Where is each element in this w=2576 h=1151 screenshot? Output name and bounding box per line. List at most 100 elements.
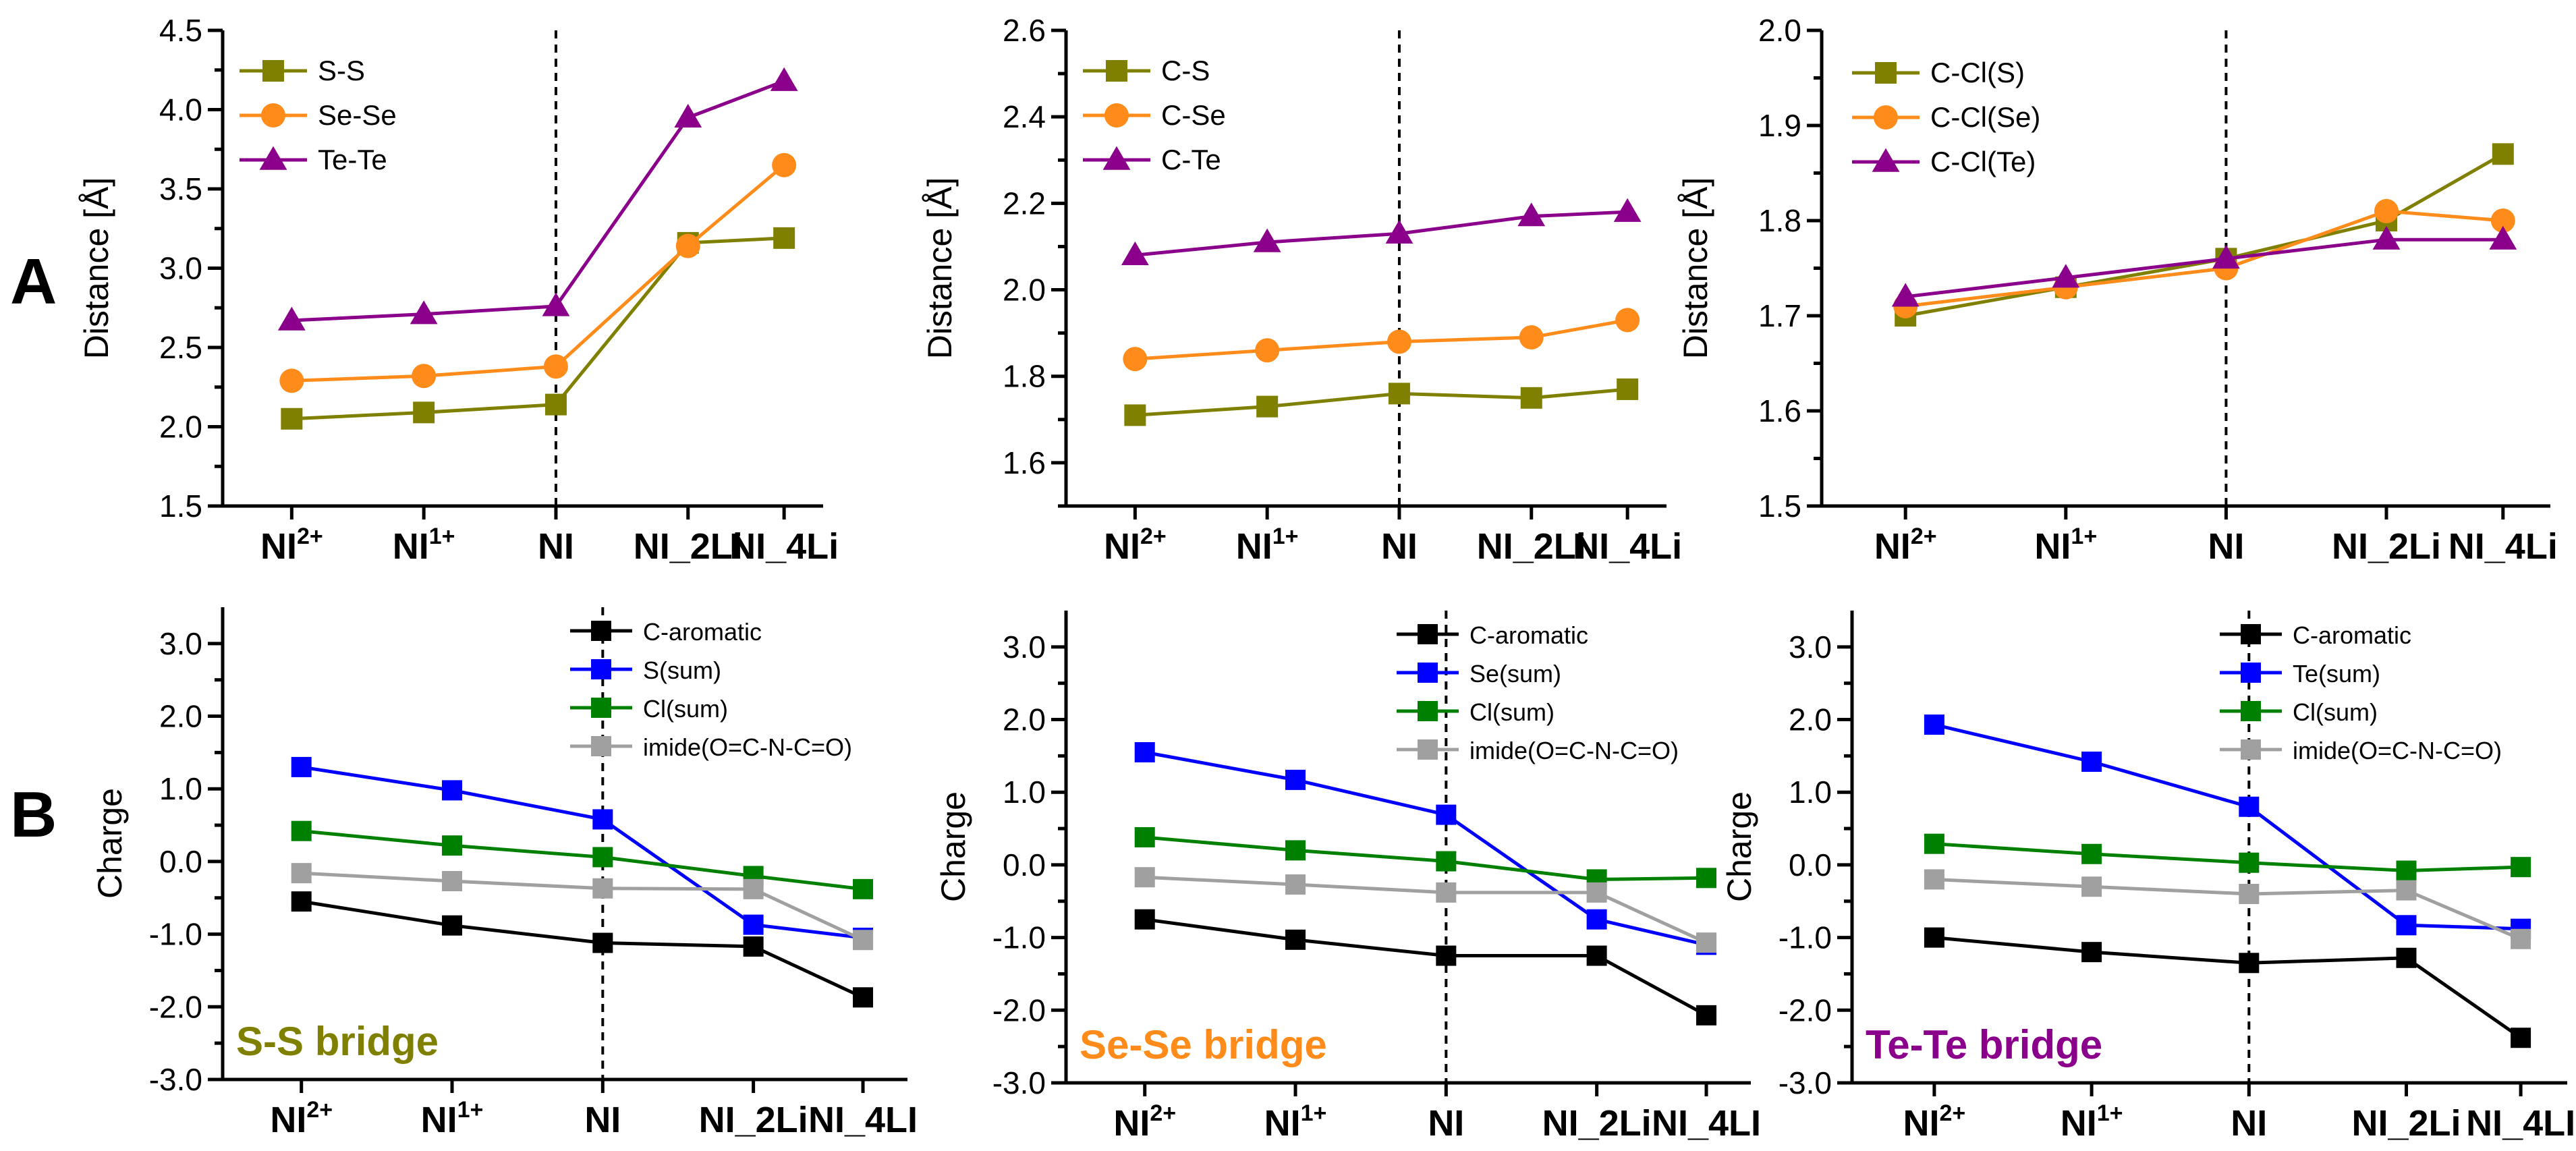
x-tick-label: NI2+ (1903, 1100, 1966, 1144)
y-tick-label: 2.0 (1003, 273, 1046, 308)
legend-label: C-aromatic (2293, 621, 2411, 649)
y-tick-label: 1.9 (1758, 108, 1801, 143)
data-point (1891, 283, 1920, 307)
data-point (2396, 947, 2417, 968)
data-point (743, 936, 764, 957)
series-C-aromatic (1924, 927, 2531, 1048)
y-tick-label: 1.0 (1003, 775, 1046, 810)
data-point (773, 227, 795, 249)
panel-label-b: B (10, 779, 57, 851)
legend-label: imide(O=C-N-C=O) (2293, 737, 2502, 764)
series-line (1144, 875, 1708, 945)
data-point (1617, 378, 1639, 400)
legend-marker (1875, 62, 1897, 84)
chart-axes (1064, 30, 1667, 508)
data-point (1253, 228, 1281, 252)
legend-label: Se-Se (318, 99, 397, 131)
data-point (2396, 880, 2417, 901)
series-C-Cl(Se) (1893, 198, 2515, 318)
chart-5: -3.0 -2.0 -1.0 0.0 1.0 2.0 3.0 NI2+ NI1+ NI NI_2Li… (934, 611, 1761, 1144)
series-C-S (1124, 378, 1639, 426)
x-tick-label: NI_4Li (729, 526, 839, 567)
data-point (2052, 264, 2080, 288)
chart-1: 1.5 2.0 2.5 3.0 3.5 4.0 4.5 NI2+ NI1+ NI NI_2LiNI_… (78, 13, 839, 567)
x-tick-label: NI2+ (260, 524, 323, 567)
y-tick-label: 1.0 (1789, 775, 1832, 810)
data-point (412, 364, 437, 389)
legend-label: Te(sum) (2293, 660, 2380, 687)
y-tick-label: -2.0 (992, 992, 1046, 1028)
y-tick-label: -1.0 (149, 917, 202, 952)
data-point (853, 930, 874, 951)
legend-marker (1418, 624, 1438, 644)
x-tick-label: NI2+ (270, 1097, 333, 1140)
series-line (301, 871, 864, 942)
x-tick-label: NI (538, 526, 574, 567)
legend-marker (591, 698, 611, 718)
legend: C-S C-Se C-Te (1083, 55, 1226, 175)
legend-marker (1418, 739, 1438, 760)
series-imide(O=C-N-C=O) (1134, 867, 1717, 953)
chart-axes (1064, 611, 1751, 1085)
legend-marker (591, 736, 611, 756)
data-point (1285, 840, 1306, 861)
data-point (442, 780, 463, 801)
data-point (675, 233, 700, 258)
data-point (2239, 884, 2260, 904)
x-tick-label: NI_4LI (808, 1100, 918, 1140)
data-point (2239, 953, 2260, 974)
y-tick-label: 4.0 (159, 92, 202, 128)
legend-label: C-aromatic (1469, 621, 1588, 649)
y-tick-label: 1.5 (1758, 488, 1801, 524)
data-point (1388, 383, 1410, 405)
y-axis-title: Distance [Å] (921, 177, 959, 360)
x-tick-label: NI1+ (2061, 1100, 2123, 1144)
x-tick-label: NI_4LI (2466, 1103, 2575, 1144)
data-point (1586, 882, 1607, 903)
series-line (1144, 918, 1708, 1017)
legend-label: C-S (1161, 55, 1210, 86)
data-point (442, 835, 463, 856)
y-tick-label: -3.0 (992, 1065, 1046, 1100)
y-tick-label: 4.5 (159, 13, 202, 48)
data-point (543, 354, 568, 379)
legend-label: C-Se (1161, 99, 1226, 131)
data-point (2396, 915, 2417, 936)
data-point (2490, 208, 2515, 233)
series-Cl(sum) (1924, 833, 2531, 881)
data-point (2081, 942, 2102, 963)
legend-label: Te-Te (318, 144, 387, 175)
legend-marker (1102, 146, 1131, 170)
x-tick-label: NI (584, 1100, 621, 1140)
y-tick-label: -2.0 (1779, 992, 1832, 1028)
x-tick-label: NI1+ (1264, 1100, 1327, 1144)
x-tick-label: NI_2Li (2351, 1103, 2461, 1144)
data-point (2081, 752, 2102, 772)
data-point (853, 878, 874, 899)
legend-label: imide(O=C-N-C=O) (1469, 737, 1679, 764)
y-tick-label: 0.0 (1003, 847, 1046, 882)
series-line (1905, 237, 2503, 299)
bridge-label: S-S bridge (236, 1019, 439, 1064)
data-point (1121, 241, 1149, 265)
series-line (301, 765, 864, 940)
data-point (1124, 404, 1146, 426)
x-tick-label: NI1+ (2034, 524, 2097, 567)
y-tick-label: 2.2 (1003, 186, 1046, 221)
y-tick-label: 1.6 (1758, 393, 1801, 428)
y-tick-label: 2.0 (1003, 702, 1046, 737)
y-tick-label: 2.0 (1789, 702, 1832, 737)
series-line (1144, 835, 1707, 881)
data-point (1586, 909, 1607, 930)
data-point (1285, 769, 1306, 790)
data-point (2081, 876, 2102, 897)
data-point (1696, 1005, 1717, 1026)
data-point (1387, 329, 1411, 354)
series-imide(O=C-N-C=O) (1924, 869, 2531, 949)
y-tick-label: 1.6 (1003, 445, 1046, 480)
chart-axes (221, 607, 907, 1082)
data-point (1436, 804, 1457, 825)
data-point (2239, 852, 2260, 873)
y-tick-label: 0.0 (159, 844, 202, 879)
data-point (853, 987, 874, 1008)
